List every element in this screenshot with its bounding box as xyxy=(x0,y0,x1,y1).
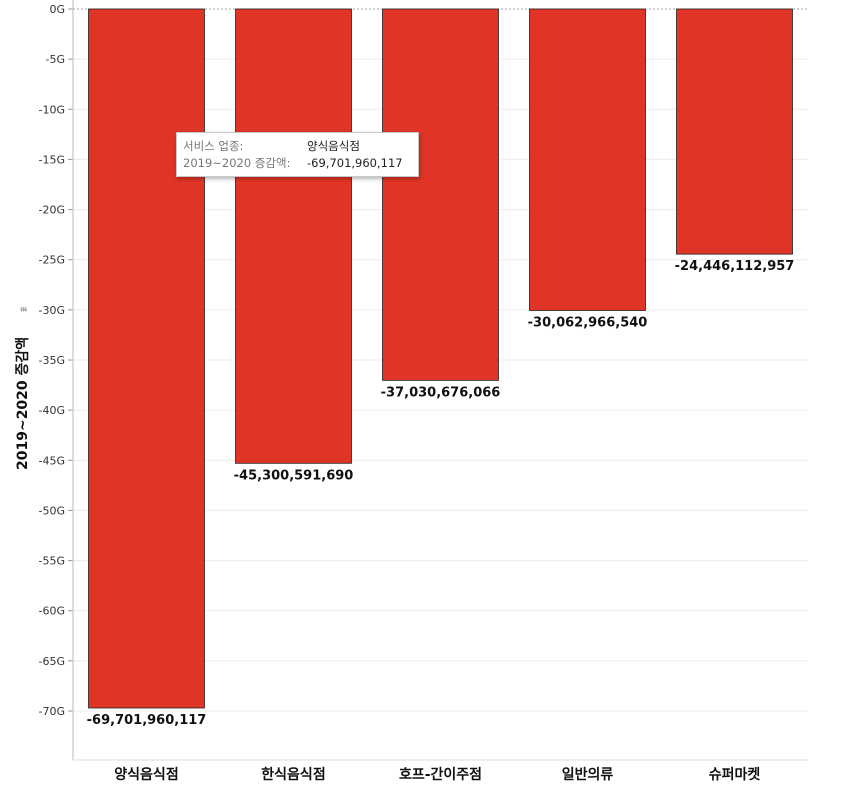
bar[interactable] xyxy=(235,8,352,464)
y-tick-label: -55G xyxy=(39,555,66,568)
y-tick-label: -15G xyxy=(39,153,66,166)
x-tick-label[interactable]: 호프-간이주점 xyxy=(399,766,482,783)
y-axis-ticks: 0G -5G -10G -15G -20G -25G -30G -35G -40G -45G -50… xyxy=(39,3,73,718)
x-tick-label[interactable]: 일반의류 xyxy=(562,766,614,783)
data-label: -69,701,960,117 xyxy=(87,713,207,728)
tooltip: 서비스 업종: 양식음식점 2019~2020 증감액: -69,701,960… xyxy=(176,132,419,177)
data-label: -37,030,676,066 xyxy=(381,385,501,400)
x-tick-label[interactable]: 슈퍼마켓 xyxy=(709,766,761,783)
y-tick-label: -30G xyxy=(39,304,66,317)
data-label: -45,300,591,690 xyxy=(234,468,354,483)
tooltip-key-category: 서비스 업종: xyxy=(183,139,244,153)
x-tick-label[interactable]: 양식음식점 xyxy=(114,766,178,783)
y-tick-label: -50G xyxy=(39,504,66,517)
y-tick-label: -45G xyxy=(39,454,66,467)
tooltip-value-category: 양식음식점 xyxy=(307,139,360,153)
y-axis-title-text: 2019~2020 증감액 xyxy=(14,337,31,470)
sort-icon[interactable]: ⩩ xyxy=(19,306,30,312)
y-tick-label: -25G xyxy=(39,254,66,267)
bar[interactable] xyxy=(676,8,793,255)
y-tick-label: -5G xyxy=(46,53,66,66)
y-tick-label: -70G xyxy=(39,705,66,718)
data-label: -24,446,112,957 xyxy=(675,259,795,274)
bars: -69,701,960,117 -45,300,591,690 -37,030,67… xyxy=(87,8,795,728)
y-tick-label: 0G xyxy=(49,3,65,16)
y-tick-label: -10G xyxy=(39,103,66,116)
y-tick-label: -60G xyxy=(39,605,66,618)
x-axis-categories: 양식음식점 한식음식점 호프-간이주점 일반의류 슈퍼마켓 xyxy=(114,766,760,783)
y-tick-label: -65G xyxy=(39,655,66,668)
x-tick-label[interactable]: 한식음식점 xyxy=(261,766,325,783)
y-tick-label: -35G xyxy=(39,354,66,367)
y-tick-label: -20G xyxy=(39,204,66,217)
y-axis-title: 2019~2020 증감액 ⩩ xyxy=(14,306,31,470)
bar[interactable] xyxy=(88,8,205,709)
bar[interactable] xyxy=(382,8,499,381)
tooltip-key-amount: 2019~2020 증감액: xyxy=(183,156,291,170)
data-label: -30,062,966,540 xyxy=(528,315,648,330)
bar[interactable] xyxy=(529,8,646,311)
y-tick-label: -40G xyxy=(39,404,66,417)
tooltip-value-amount: -69,701,960,117 xyxy=(307,156,403,170)
